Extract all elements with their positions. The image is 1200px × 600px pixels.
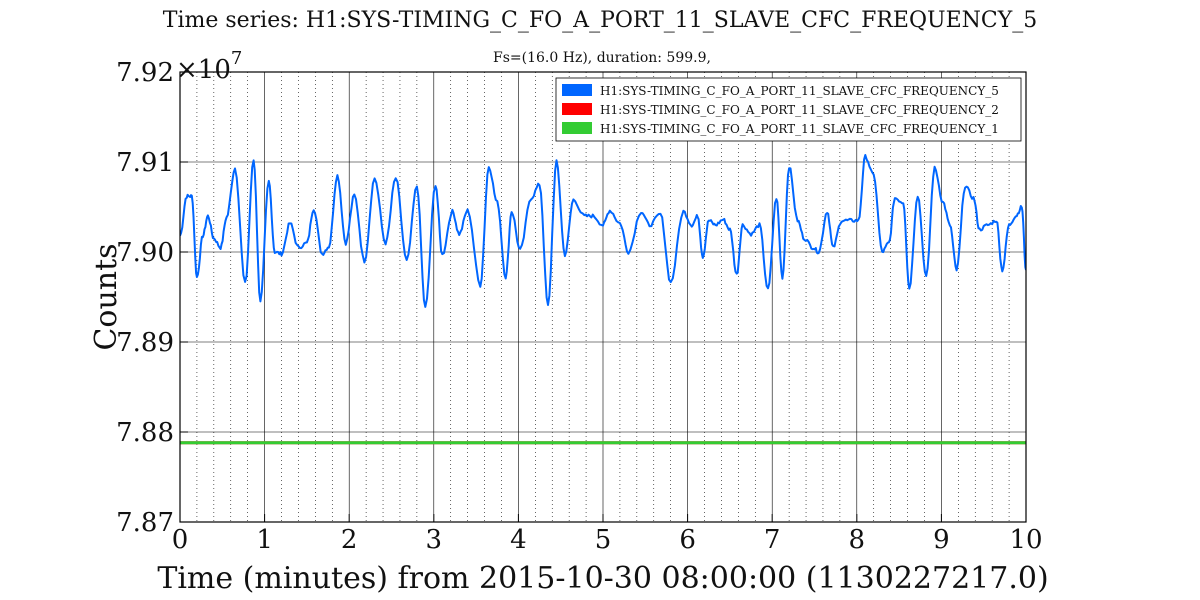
x-tick-label: 8 bbox=[849, 525, 866, 555]
x-tick-label: 6 bbox=[679, 525, 696, 555]
chart-subtitle: Fs=(16.0 Hz), duration: 599.9, bbox=[493, 50, 711, 66]
legend-box bbox=[555, 77, 1022, 142]
y-tick-label: 7.91 bbox=[116, 148, 174, 178]
x-tick-label: 5 bbox=[595, 525, 612, 555]
y-axis: 7.87 7.88 7.89 7.90 7.91 7.92 bbox=[116, 58, 188, 538]
y-multiplier: ×107 bbox=[176, 48, 242, 85]
y-tick-label: 7.89 bbox=[116, 328, 174, 358]
x-tick-label: 9 bbox=[933, 525, 950, 555]
x-tick-label: 0 bbox=[172, 525, 189, 555]
x-tick-label: 1 bbox=[256, 525, 273, 555]
legend-entry: H1:SYS-TIMING_C_FO_A_PORT_11_SLAVE_CFC_F… bbox=[600, 103, 999, 117]
x-tick-label: 7 bbox=[764, 525, 781, 555]
x-tick-label: 3 bbox=[426, 525, 443, 555]
legend: H1:SYS-TIMING_C_FO_A_PORT_11_SLAVE_CFC_F… bbox=[555, 77, 1022, 142]
series-layer bbox=[180, 154, 1026, 445]
y-multiplier-base: ×10 bbox=[176, 55, 231, 85]
x-tick-label: 2 bbox=[341, 525, 358, 555]
y-multiplier-exponent: 7 bbox=[231, 48, 242, 69]
y-axis-label: Counts bbox=[89, 243, 124, 350]
y-tick-label: 7.87 bbox=[116, 508, 174, 538]
y-tick-label: 7.88 bbox=[116, 418, 174, 448]
y-tick-label: 7.90 bbox=[116, 238, 174, 268]
chart-title: Time series: H1:SYS-TIMING_C_FO_A_PORT_1… bbox=[163, 8, 1037, 33]
legend-swatch bbox=[562, 122, 592, 134]
y-tick-label: 7.92 bbox=[116, 58, 174, 88]
x-tick-label: 4 bbox=[510, 525, 527, 555]
legend-swatch bbox=[562, 103, 592, 115]
legend-entry: H1:SYS-TIMING_C_FO_A_PORT_11_SLAVE_CFC_F… bbox=[600, 84, 999, 98]
x-axis: 0 1 2 3 4 5 6 7 8 9 10 bbox=[172, 514, 1043, 555]
series-line bbox=[180, 154, 1026, 308]
legend-swatch bbox=[562, 84, 592, 96]
x-axis-label: Time (minutes) from 2015-10-30 08:00:00 … bbox=[157, 561, 1048, 596]
legend-entry: H1:SYS-TIMING_C_FO_A_PORT_11_SLAVE_CFC_F… bbox=[600, 122, 999, 136]
x-tick-label: 10 bbox=[1009, 525, 1042, 555]
